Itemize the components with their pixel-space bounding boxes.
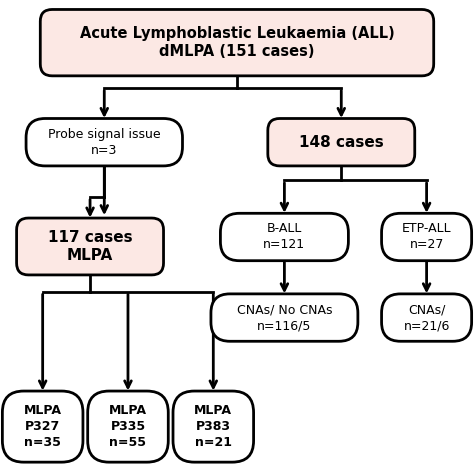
FancyBboxPatch shape (2, 391, 83, 462)
Text: MLPA
P335
n=55: MLPA P335 n=55 (109, 404, 147, 449)
Text: B-ALL
n=121: B-ALL n=121 (264, 222, 305, 252)
FancyBboxPatch shape (173, 391, 254, 462)
FancyBboxPatch shape (382, 213, 472, 261)
Text: CNAs/ No CNAs
n=116/5: CNAs/ No CNAs n=116/5 (237, 303, 332, 332)
Text: MLPA
P383
n=21: MLPA P383 n=21 (194, 404, 232, 449)
FancyBboxPatch shape (382, 294, 472, 341)
Text: Probe signal issue
n=3: Probe signal issue n=3 (48, 128, 161, 157)
Text: Acute Lymphoblastic Leukaemia (ALL)
dMLPA (151 cases): Acute Lymphoblastic Leukaemia (ALL) dMLP… (80, 26, 394, 59)
Text: 148 cases: 148 cases (299, 135, 383, 150)
FancyBboxPatch shape (40, 9, 434, 76)
FancyBboxPatch shape (268, 118, 415, 166)
FancyBboxPatch shape (88, 391, 168, 462)
Text: ETP-ALL
n=27: ETP-ALL n=27 (402, 222, 451, 252)
Text: CNAs/
n=21/6: CNAs/ n=21/6 (403, 303, 450, 332)
FancyBboxPatch shape (220, 213, 348, 261)
FancyBboxPatch shape (211, 294, 358, 341)
FancyBboxPatch shape (17, 218, 164, 275)
FancyBboxPatch shape (26, 118, 182, 166)
Text: 117 cases
MLPA: 117 cases MLPA (48, 230, 132, 263)
Text: MLPA
P327
n=35: MLPA P327 n=35 (24, 404, 62, 449)
